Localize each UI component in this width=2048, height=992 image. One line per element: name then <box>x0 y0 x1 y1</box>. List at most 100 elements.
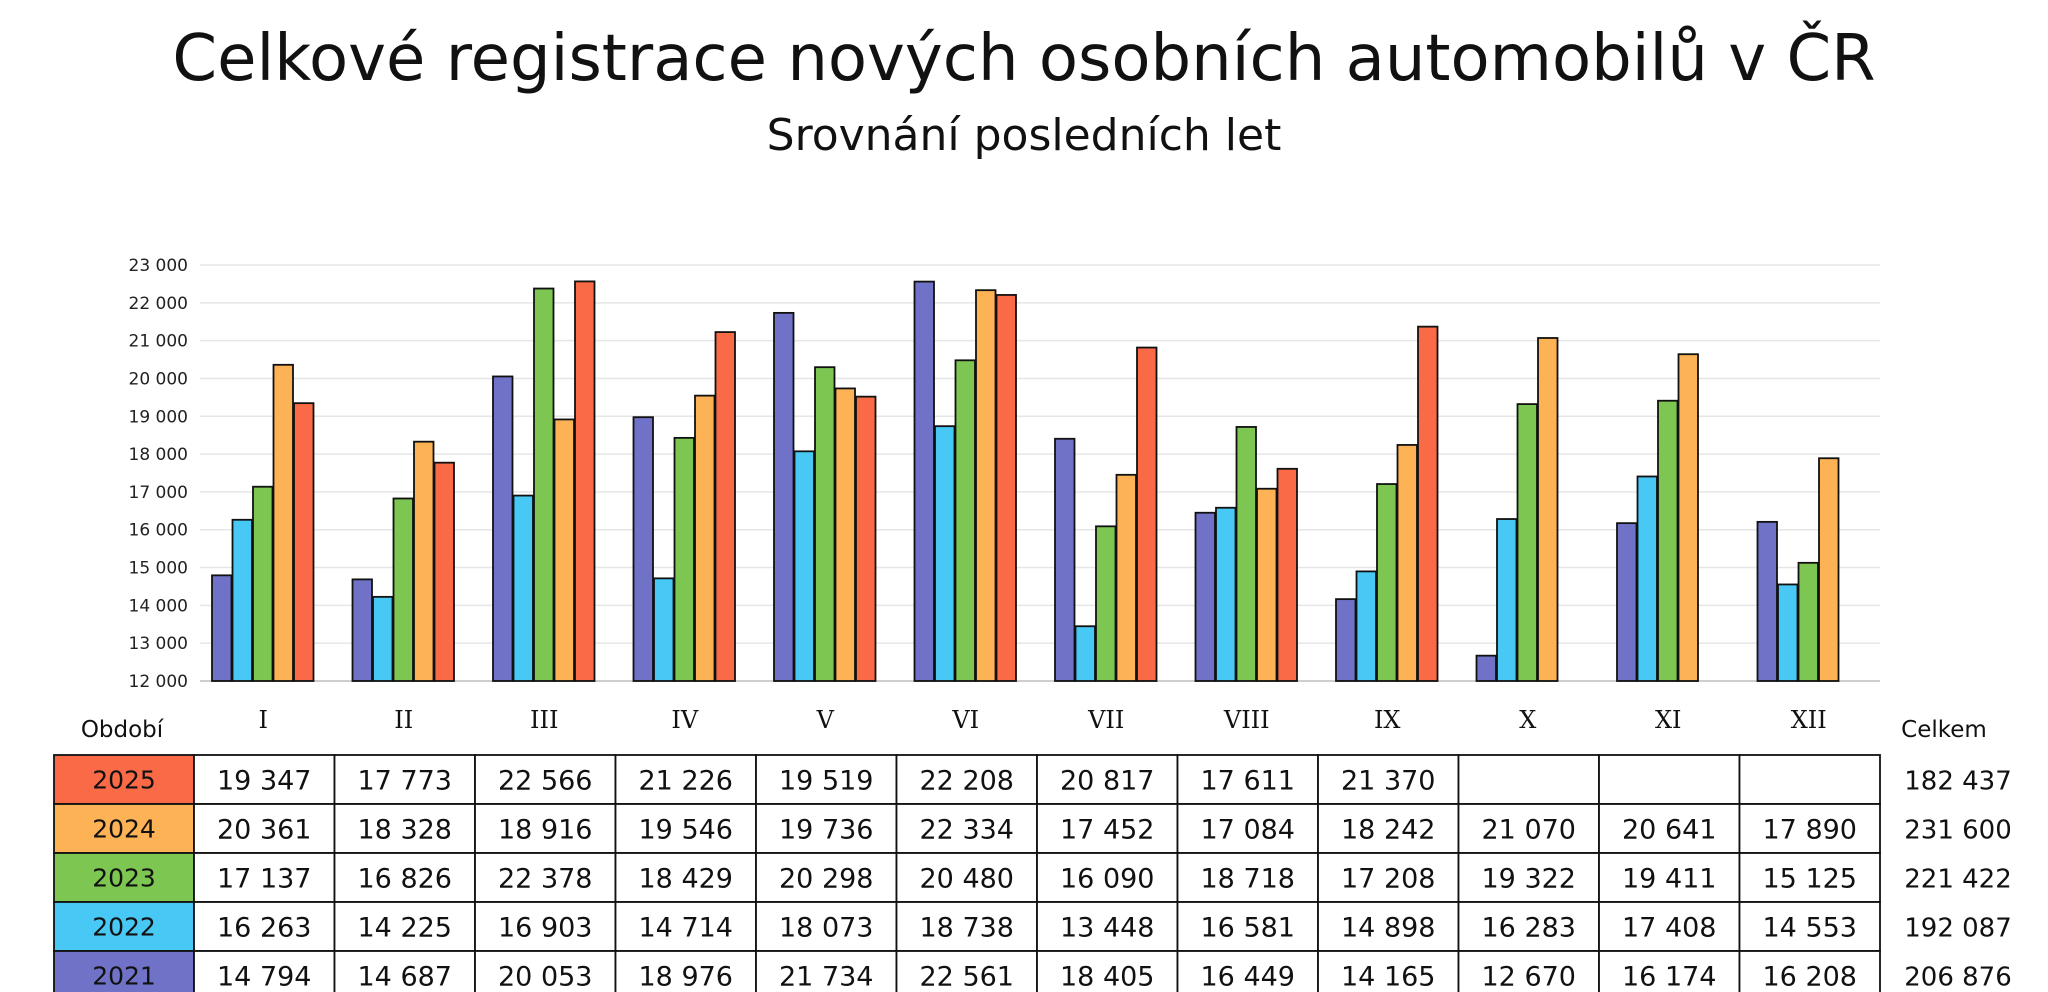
bar-2021-I <box>211 574 233 682</box>
table-value-2022-VII: 13 448 <box>1060 913 1154 944</box>
table-value-2021-VII: 18 405 <box>1060 962 1154 992</box>
table-value-2025-VI: 22 208 <box>920 766 1014 797</box>
table-value-2022-IV: 14 714 <box>639 913 733 944</box>
table-cell <box>1317 950 1460 992</box>
y-tick-label: 16 000 <box>129 521 188 541</box>
table-cell <box>333 754 476 805</box>
table-cell <box>333 803 476 854</box>
table-cell <box>1317 803 1460 854</box>
table-value-2021-IV: 18 976 <box>639 962 733 992</box>
table-value-2025-V: 19 519 <box>779 766 873 797</box>
table-value-2025-IV: 21 226 <box>639 766 733 797</box>
table-value-2021-X: 12 670 <box>1482 962 1576 992</box>
table-value-2022-I: 16 263 <box>217 913 311 944</box>
table-cell <box>1598 754 1741 805</box>
table-cell <box>895 754 1038 805</box>
bar-2024-IV <box>694 394 716 682</box>
table-cell <box>474 901 617 952</box>
table-cell <box>193 950 336 992</box>
table-cell <box>1317 754 1460 805</box>
table-cell <box>755 852 898 903</box>
bar-2024-I <box>272 363 294 682</box>
bar-2021-IX <box>1335 598 1357 682</box>
bar-2021-VI <box>913 280 935 682</box>
table-value-2022-XI: 17 408 <box>1622 913 1716 944</box>
table-cell <box>333 901 476 952</box>
chart-subtitle: Srovnání posledních let <box>766 110 1282 161</box>
legend-swatch-2025 <box>53 754 195 805</box>
bar-2024-VII <box>1115 473 1137 682</box>
table-cell <box>1738 803 1881 854</box>
bar-2024-III <box>553 418 575 682</box>
table-cell <box>1738 852 1881 903</box>
table-cell <box>1317 901 1460 952</box>
table-value-2022-III: 16 903 <box>498 913 592 944</box>
bar-2021-XI <box>1616 522 1638 682</box>
bar-2024-V <box>834 387 856 682</box>
x-tick-label: III <box>530 706 558 734</box>
table-value-2023-IX: 17 208 <box>1341 864 1435 895</box>
bar-2023-III <box>533 287 555 682</box>
table-value-2023-IV: 18 429 <box>639 864 733 895</box>
bar-2024-XII <box>1818 457 1840 682</box>
bar-2023-IV <box>673 436 695 682</box>
bar-2023-VIII <box>1235 426 1257 682</box>
table-value-2021-XII: 16 208 <box>1763 962 1857 992</box>
table-value-2021-VI: 22 561 <box>920 962 1014 992</box>
table-cell <box>1457 754 1600 805</box>
bar-2022-V <box>793 450 815 682</box>
total-column-label: Celkem <box>1901 717 1987 743</box>
x-tick-label: II <box>394 706 413 734</box>
y-tick-label: 22 000 <box>129 294 188 314</box>
table-value-2022-VIII: 16 581 <box>1201 913 1295 944</box>
table-value-2025-II: 17 773 <box>358 766 452 797</box>
bar-2022-I <box>231 518 253 682</box>
bar-2023-XII <box>1797 561 1819 682</box>
data-table: Období Celkem 2025 19 347 17 773 22 566 21 2… <box>53 717 2012 992</box>
x-tick-label: VII <box>1087 706 1124 734</box>
bar-2024-XI <box>1677 353 1699 682</box>
table-value-2023-I: 17 137 <box>217 864 311 895</box>
table-value-2024-V: 19 736 <box>779 815 873 846</box>
table-cell <box>1738 950 1881 992</box>
bar-2024-IX <box>1396 444 1418 682</box>
bar-2025-VIII <box>1276 467 1298 682</box>
table-cell <box>895 950 1038 992</box>
x-axis-ticks: I II III IV V VI VII VIII IX X XI XII <box>259 706 1827 734</box>
table-value-2024-IX: 18 242 <box>1341 815 1435 846</box>
table-cell <box>1036 803 1179 854</box>
table-cell <box>1598 950 1741 992</box>
bar-2023-XI <box>1657 399 1679 682</box>
x-tick-label: IX <box>1374 706 1401 734</box>
bar-2022-II <box>372 595 394 682</box>
y-tick-label: 15 000 <box>129 559 188 579</box>
bar-2021-VIII <box>1194 511 1216 682</box>
bar-2021-II <box>351 578 373 682</box>
bars <box>211 280 1840 682</box>
table-value-2023-X: 19 322 <box>1482 864 1576 895</box>
table-cell <box>614 901 757 952</box>
table-value-2022-VI: 18 738 <box>920 913 1014 944</box>
table-value-2023-VIII: 18 718 <box>1201 864 1295 895</box>
y-tick-label: 23 000 <box>129 256 188 276</box>
table-value-2021-XI: 16 174 <box>1622 962 1716 992</box>
y-tick-label: 17 000 <box>129 483 188 503</box>
table-value-2022-II: 14 225 <box>358 913 452 944</box>
table-value-2021-III: 20 053 <box>498 962 592 992</box>
bar-2025-IV <box>714 331 736 682</box>
y-tick-label: 14 000 <box>129 596 188 616</box>
series-label-2021: 2021 <box>92 962 156 991</box>
x-tick-label: I <box>259 706 268 734</box>
y-tick-label: 21 000 <box>129 332 188 352</box>
table-cell <box>614 852 757 903</box>
period-label: Období <box>81 717 164 743</box>
table-total-2023: 221 422 <box>1904 865 2012 895</box>
x-tick-label: VIII <box>1223 706 1270 734</box>
x-tick-label: IV <box>671 706 698 734</box>
bar-2024-X <box>1537 337 1559 682</box>
table-value-2024-XI: 20 641 <box>1622 815 1716 846</box>
bar-2024-II <box>413 440 435 682</box>
table-value-2021-V: 21 734 <box>779 962 873 992</box>
table-value-2025-VIII: 17 611 <box>1201 766 1295 797</box>
